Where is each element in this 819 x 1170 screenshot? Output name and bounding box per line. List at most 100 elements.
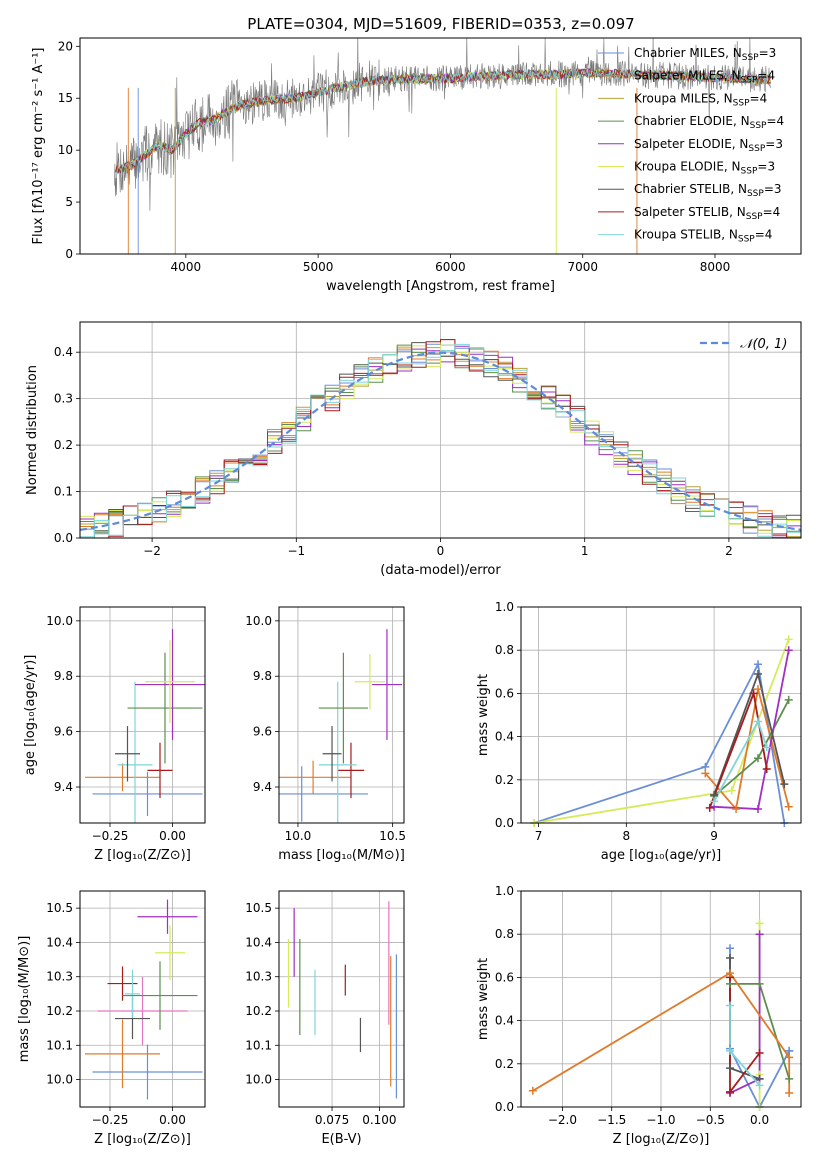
spectrum-ytick-label-4: 20 — [58, 39, 73, 53]
mass_weight_vs_Z-marker-7-2 — [785, 1053, 794, 1062]
spectrum-legend-label-2: Kroupa MILES, N — [634, 91, 733, 105]
age_vs_Z-xtick-label-0: −0.25 — [92, 829, 129, 843]
spectrum-legend-entry-1: Salpeter MILES, NSSP=4 — [634, 69, 775, 86]
spectrum-legend-nssp-8: =4 — [755, 228, 773, 242]
mass_weight_vs_age-ytick-label-0: 0.0 — [495, 816, 514, 830]
mass_vs_ebv-ytick-label-5: 10.5 — [245, 901, 272, 915]
mass_weight_vs_Z-marker-2-1 — [755, 979, 764, 988]
spectrum-legend-subscript-5: SSP — [741, 167, 758, 177]
spectrum-legend-subscript-3: SSP — [750, 121, 767, 131]
mass_vs_Z-point-2 — [97, 976, 188, 1046]
spectrum-legend-label-0: Chabrier MILES, N — [634, 46, 742, 60]
mass_vs_Z-plot-area — [85, 899, 203, 1100]
spectrum-legend-subscript-2: SSP — [733, 98, 750, 108]
age_vs_Z-point-0 — [92, 771, 203, 817]
mass_vs_Z-xtick-label-1: 0.00 — [159, 1113, 186, 1127]
spectrum-legend-subscript-7: SSP — [746, 212, 763, 222]
residuals-xtick-label-4: 2 — [725, 544, 733, 558]
spectrum-legend-label-3: Chabrier ELODIE, N — [634, 114, 750, 128]
spectrum-legend-nssp-6: =3 — [764, 182, 782, 196]
mass_vs_Z-point-8 — [137, 899, 198, 934]
residuals-xtick-label-0: −2 — [143, 544, 161, 558]
spectrum-ytick-label-1: 5 — [65, 195, 73, 209]
age_vs_mass-point-4 — [322, 726, 342, 782]
mass_weight_vs_age-series-6 — [708, 690, 768, 809]
spectrum-legend-subscript-4: SSP — [748, 144, 765, 154]
spectrum-legend-entry-4: Salpeter ELODIE, NSSP=3 — [634, 137, 783, 154]
mass_weight_vs_Z-marker-7-1 — [726, 969, 735, 978]
spectrum-ytick-label-0: 0 — [65, 247, 73, 261]
mass_weight_vs_Z-marker-5-2 — [755, 1049, 764, 1057]
residuals-legend: 𝒩(0, 1) — [700, 337, 787, 352]
mass_vs_Z-point-5 — [125, 969, 140, 1018]
spectrum-legend-entry-3: Chabrier ELODIE, NSSP=4 — [634, 114, 784, 131]
spectrum-plot-area — [114, 38, 771, 254]
mass_weight_vs_age-marker-6-0 — [705, 803, 714, 812]
mass_weight_vs_age-marker-1-1 — [727, 786, 736, 795]
mass_weight_vs_Z-xtick-label-1: −1.5 — [597, 1113, 626, 1127]
residuals-xtick-label-2: 0 — [437, 544, 445, 558]
mass_weight_vs_age-marker-7-0 — [710, 797, 719, 806]
mass_weight_vs_Z-marker-1-0 — [755, 919, 764, 928]
spectrum-legend-nssp-0: =3 — [759, 46, 777, 60]
mass_vs_Z-ytick-label-3: 10.3 — [46, 970, 73, 984]
mass_weight_vs_age-axes: 7 8 9 0.0 0.2 0.4 0.6 0.8 1.0 age [log₁₀(age/yr)]… — [476, 600, 802, 863]
mass_weight_vs_age-marker-4-1 — [753, 804, 762, 813]
mass_vs_ebv-axes: 0.075 0.100 10.0 10.1 10.2 10.3 10.4 10.5 E(B-V) — [245, 890, 405, 1147]
residuals-plot-area — [80, 339, 801, 538]
mass_weight_vs_age-ytick-label-3: 0.6 — [495, 686, 514, 700]
age_vs_Z-ytick-label-3: 10.0 — [46, 614, 73, 628]
residuals-xtick-label-1: −1 — [287, 544, 305, 558]
mass_weight_vs_age-marker-1-2 — [784, 635, 793, 644]
mass_vs_Z-ytick-label-4: 10.4 — [46, 935, 73, 949]
mass_weight_vs_Z-ytick-label-0: 0.0 — [495, 1100, 514, 1114]
mass_vs_Z-ytick-label-2: 10.2 — [46, 1004, 73, 1018]
age_vs_Z-xlabel: Z [log₁₀(Z/Z⊙)] — [94, 848, 191, 863]
residuals-ylabel: Normed distribution — [25, 365, 40, 495]
mass_weight_vs_age-marker-6-2 — [762, 765, 771, 773]
mass_weight_vs_age-marker-2-2 — [753, 685, 762, 694]
spectrum-xtick-label-1: 5000 — [303, 260, 334, 274]
age_vs_Z-axes: −0.25 0.00 9.4 9.6 9.8 10.0 Z [log₁₀(Z/Z⊙)] age… — [23, 606, 206, 863]
age_vs_Z-xtick-label-1: 0.00 — [159, 829, 186, 843]
mass_weight_vs_age-ytick-label-5: 1.0 — [495, 600, 514, 614]
age_vs_mass-ytick-label-2: 9.8 — [253, 669, 272, 683]
spectrum-xlabel: wavelength [Angstrom, rest frame] — [326, 279, 555, 294]
mass_weight_vs_Z-marker-4-1 — [726, 1064, 735, 1073]
age_vs_mass-point-2 — [337, 742, 365, 799]
residuals-axes: −2 −1 0 1 2 0.0 0.1 0.2 0.3 0.4 (data-model)/error… — [25, 321, 802, 578]
spectrum-ytick-label-2: 10 — [58, 143, 73, 157]
mass_vs_Z-axes: −0.25 0.00 10.0 10.1 10.2 10.3 10.4 10.5 Z [log₁… — [17, 890, 206, 1147]
age_vs_mass-xtick-label-0: 10.0 — [285, 829, 312, 843]
residuals-ytick-label-3: 0.3 — [54, 392, 73, 406]
residuals-legend-label: 𝒩(0, 1) — [740, 337, 787, 352]
mass_vs_ebv-xlabel: E(B-V) — [321, 1132, 361, 1147]
spectrum-legend-nssp-7: =4 — [763, 205, 781, 219]
mass_weight_vs_age-marker-3-2 — [784, 695, 793, 704]
spectrum-legend-nssp-2: =4 — [750, 91, 768, 105]
mass_weight_vs_age-ytick-label-4: 0.8 — [495, 643, 514, 657]
mass_weight_vs_Z-marker-0-0 — [726, 944, 735, 953]
residuals-xtick-label-3: 1 — [581, 544, 589, 558]
age_vs_mass-xtick-label-1: 10.5 — [379, 829, 406, 843]
mass_weight_vs_Z-ylabel: mass weight — [476, 958, 491, 1040]
mass_weight_vs_Z-marker-5-1 — [726, 1087, 735, 1096]
mass_weight_vs_age-marker-4-2 — [784, 646, 793, 655]
mass_weight_vs_age-xtick-label-0: 7 — [535, 829, 543, 843]
normal-curve — [80, 351, 801, 531]
age_vs_Z-point-7 — [145, 640, 195, 724]
mass_vs_Z-frame — [79, 890, 206, 1108]
mass_weight_vs_Z-marker-2-2 — [785, 1074, 794, 1083]
mass_vs_ebv-frame — [278, 890, 405, 1108]
spectrum-legend-nssp-3: =4 — [766, 114, 784, 128]
age_vs_mass-point-1 — [279, 760, 351, 794]
mass_vs_ebv-xtick-label-1: 0.100 — [362, 1113, 396, 1127]
mass_weight_vs_Z-frame — [520, 890, 802, 1108]
mass_weight_vs_age-ytick-label-1: 0.2 — [495, 773, 514, 787]
mass_weight_vs_Z-xtick-label-0: −2.0 — [548, 1113, 577, 1127]
mass_weight_vs_age-marker-3-1 — [753, 754, 762, 763]
age_vs_mass-point-0 — [279, 766, 369, 822]
spectrum-legend-label-6: Chabrier STELIB, N — [634, 182, 747, 196]
figure-title: PLATE=0304, MJD=51609, FIBERID=0353, z=0… — [247, 15, 634, 33]
